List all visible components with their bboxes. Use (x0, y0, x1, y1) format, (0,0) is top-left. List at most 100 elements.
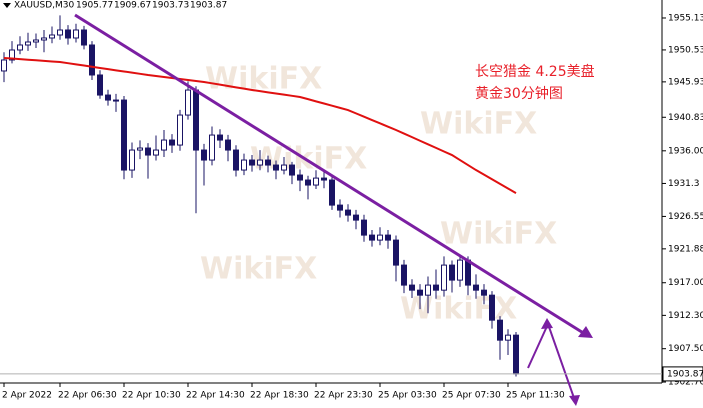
annotation: 长空猎金 4.25美盘 (475, 63, 595, 80)
candle-body (281, 164, 287, 171)
candle-body (345, 209, 351, 216)
y-tick-label: 1912.30 (668, 311, 703, 321)
candle-body (241, 159, 247, 171)
candle-body (265, 159, 271, 166)
candle-body (65, 29, 71, 39)
candle-body (305, 179, 311, 186)
candle-body (97, 74, 103, 96)
forecast-arrowhead (569, 395, 580, 406)
candle-body (89, 44, 95, 76)
x-tick-label: 22 Apr 14:30 (186, 391, 245, 401)
watermark: WikiFX (250, 142, 367, 177)
candle-body (329, 179, 335, 206)
y-tick-label: 1945.93 (668, 77, 703, 87)
candle-body (321, 177, 327, 181)
candle-body (313, 177, 319, 186)
watermark: WikiFX (200, 252, 317, 287)
candle-body (489, 294, 495, 321)
y-tick-label: 1926.55 (668, 212, 703, 222)
candle-body (49, 34, 55, 39)
candle-body (105, 94, 111, 101)
forecast-arrowhead (541, 318, 553, 329)
trend-line (74, 13, 586, 336)
x-tick-label: 22 Apr 06:30 (58, 391, 117, 401)
candle-body (33, 39, 39, 43)
header-title: XAUUSD,M30 (14, 1, 74, 11)
x-tick-label: 22 Apr 18:30 (250, 391, 309, 401)
candle-body (217, 134, 223, 141)
candle-body (377, 234, 383, 241)
candle-body (9, 49, 15, 61)
moving-average (3, 56, 517, 194)
y-tick-label: 1955.13 (668, 13, 703, 23)
candle-body (1, 59, 7, 72)
candle-body (129, 149, 135, 171)
candle-body (465, 259, 471, 286)
candle-body (385, 234, 391, 241)
y-tick-label: 1931.3 (668, 179, 700, 189)
candle-body (177, 114, 183, 146)
header-value: 1905.77 (76, 1, 113, 11)
candle-body (209, 134, 215, 161)
watermark: WikiFX (440, 217, 557, 252)
candle-body (457, 259, 463, 281)
candle-body (25, 41, 31, 46)
candle-body (121, 99, 127, 171)
y-tick-label: 1936.00 (668, 146, 703, 156)
x-tick-label: 25 Apr 03:30 (378, 391, 437, 401)
last-price-box (662, 366, 703, 382)
candle-body (145, 147, 151, 156)
candle-body (193, 89, 199, 151)
candle-body (473, 284, 479, 291)
candle-body (401, 264, 407, 286)
candle-body (481, 289, 487, 296)
x-tick-label: 22 Apr 10:30 (122, 391, 181, 401)
trend-arrowhead (578, 326, 593, 338)
candle-body (361, 219, 367, 236)
candle-body (273, 164, 279, 171)
candle-body (449, 264, 455, 281)
candle-body (441, 264, 447, 291)
candle-body (81, 29, 87, 46)
x-tick-label: 22 Apr 23:30 (314, 391, 373, 401)
y-tick-label: 1902.70 (668, 378, 703, 388)
last-price-label: 1903.87 (667, 369, 703, 379)
header-value: 1909.67 (114, 1, 151, 11)
x-tick-label: 25 Apr 11:30 (506, 391, 565, 401)
y-tick-label: 1907.50 (668, 344, 703, 354)
candle-body (409, 284, 415, 291)
candle-body (169, 139, 175, 146)
candle-body (297, 174, 303, 181)
candle-body (225, 139, 231, 151)
candle-body (513, 334, 519, 375)
candle-body (41, 37, 47, 41)
candle-body (233, 149, 239, 171)
candle-body (201, 149, 207, 161)
y-tick-label: 1950.53 (668, 45, 703, 55)
candle-body (153, 149, 159, 156)
y-tick-label: 1917.00 (668, 278, 703, 288)
candle-body (185, 89, 191, 116)
candle-body (425, 284, 431, 296)
y-tick-label: 1940.83 (668, 113, 703, 123)
candle-body (505, 334, 511, 341)
candle-body (433, 284, 439, 291)
candle-body (73, 29, 79, 39)
candle-body (257, 159, 263, 166)
candle-body (369, 234, 375, 241)
candle-body (17, 44, 23, 51)
watermark: WikiFX (420, 107, 537, 142)
candle-body (289, 164, 295, 176)
header-value: 1903.87 (190, 1, 227, 11)
candle-body (337, 204, 343, 211)
candle-body (497, 319, 503, 341)
x-tick-label: 2 Apr 2022 (2, 391, 52, 401)
candle-body (393, 239, 399, 266)
candle-body (57, 29, 63, 36)
candle-body (137, 147, 143, 151)
y-tick-label: 1921.88 (668, 244, 703, 254)
x-tick-label: 25 Apr 07:30 (442, 391, 501, 401)
header-value: 1903.73 (152, 1, 189, 11)
